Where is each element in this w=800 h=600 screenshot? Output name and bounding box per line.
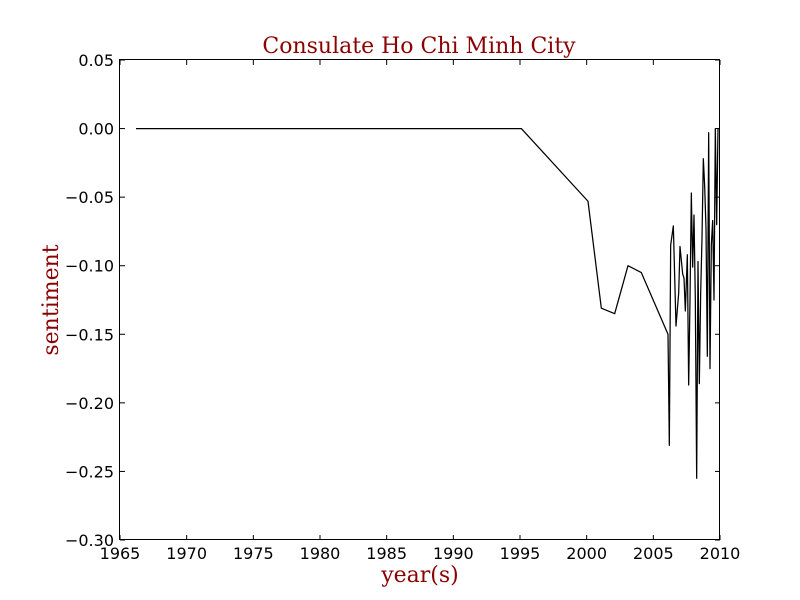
x-tick-label: 2000 [566, 544, 607, 563]
y-tick-label: 0.00 [78, 120, 114, 139]
plot-area-frame [119, 59, 720, 540]
sentiment-series-line [136, 127, 719, 479]
x-axis-label: year(s) [380, 563, 459, 588]
x-tick-label: 1970 [166, 544, 207, 563]
y-tick-label: 0.05 [78, 51, 114, 70]
y-tick-label: −0.10 [65, 257, 114, 276]
x-tick-label: 1965 [100, 544, 141, 563]
y-axis-label: sentiment [39, 244, 64, 355]
y-tick-label: −0.20 [65, 394, 114, 413]
y-axis: 0.05 0.00 −0.05 −0.10 −0.15 −0.20 −0.25 −0.30 [65, 51, 720, 550]
x-tick-label: 2005 [633, 544, 674, 563]
y-tick-label: −0.30 [65, 531, 114, 550]
x-tick-label: 1985 [366, 544, 407, 563]
chart-title: Consulate Ho Chi Minh City [262, 34, 576, 59]
x-tick-label: 1990 [433, 544, 474, 563]
x-tick-label: 1975 [233, 544, 274, 563]
y-tick-label: −0.15 [65, 325, 114, 344]
y-tick-label: −0.05 [65, 188, 114, 207]
x-tick-label: 2010 [700, 544, 741, 563]
x-tick-label: 1995 [500, 544, 541, 563]
series-layer [136, 127, 719, 479]
x-tick-label: 1980 [300, 544, 341, 563]
x-axis: 1965 1970 1975 1980 1985 1990 1995 2000 2005 2010 [100, 60, 741, 563]
y-tick-label: −0.25 [65, 462, 114, 481]
